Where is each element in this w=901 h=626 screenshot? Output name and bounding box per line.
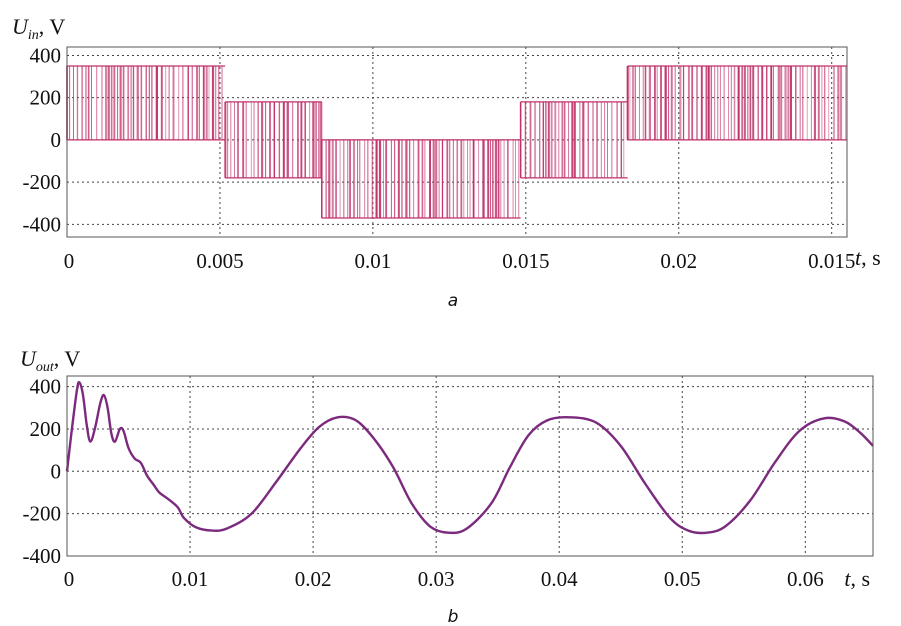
panel-b-xtick-label: 0.01 — [172, 567, 209, 591]
panel-a-frame — [66, 46, 848, 238]
pwm-segment — [224, 101, 323, 179]
panel-b-ytick-label: -400 — [23, 544, 62, 568]
panel-a-ytick-label: -400 — [23, 212, 62, 236]
panel-a-xtick-label: 0.005 — [196, 249, 243, 273]
panel-a-ytick-label: 400 — [30, 43, 62, 67]
pwm-segment — [66, 65, 226, 141]
panel-b-xtick-label: 0.05 — [664, 567, 701, 591]
output-voltage-line — [65, 381, 874, 535]
panel-a-ytick-label: -200 — [23, 170, 62, 194]
panel-a-xtick-label: 0.01 — [355, 249, 392, 273]
panel-b-ytick-label: 400 — [30, 375, 62, 399]
pwm-segment — [519, 101, 628, 179]
panel-a: Uin, V 400 200 0 -200 -400 0 0.005 0.01 0.015 0.… — [12, 14, 881, 311]
pwm-segment — [626, 65, 847, 141]
panel-a-ytick-label: 200 — [30, 86, 62, 110]
panel-b-xtick-label: 0.04 — [541, 567, 578, 591]
panel-a-xtick-label: 0.02 — [660, 249, 697, 273]
panel-a-xtick-label: 0 — [64, 249, 75, 273]
panel-b-ytick-label: -200 — [23, 502, 62, 526]
panel-a-ylabel: Uin, V — [12, 14, 65, 43]
panel-a-xtick-label: 0.015 — [808, 249, 855, 273]
panel-a-ytick-label: 0 — [51, 128, 62, 152]
panel-b-ylabel: Uout, V — [20, 346, 80, 375]
panel-b-xlabel: t, s — [844, 566, 870, 591]
panel-b-ytick-label: 200 — [30, 417, 62, 441]
panel-b: Uout, V 400 200 0 -200 -400 0 0.01 0.02 0.03 0.0… — [20, 346, 874, 626]
panel-a-xlabel: t, s — [855, 245, 881, 270]
panel-b-caption: b — [448, 607, 459, 626]
panel-b-ytick-label: 0 — [51, 459, 62, 483]
panel-b-xtick-label: 0.06 — [787, 567, 824, 591]
panel-a-xtick-label: 0.015 — [502, 249, 549, 273]
panel-b-xtick-label: 0 — [64, 567, 75, 591]
panel-a-caption: a — [448, 291, 458, 311]
panel-b-xtick-label: 0.03 — [418, 567, 455, 591]
pwm-segment — [321, 139, 521, 219]
panel-b-frame — [66, 375, 874, 557]
panel-b-xtick-label: 0.02 — [295, 567, 332, 591]
